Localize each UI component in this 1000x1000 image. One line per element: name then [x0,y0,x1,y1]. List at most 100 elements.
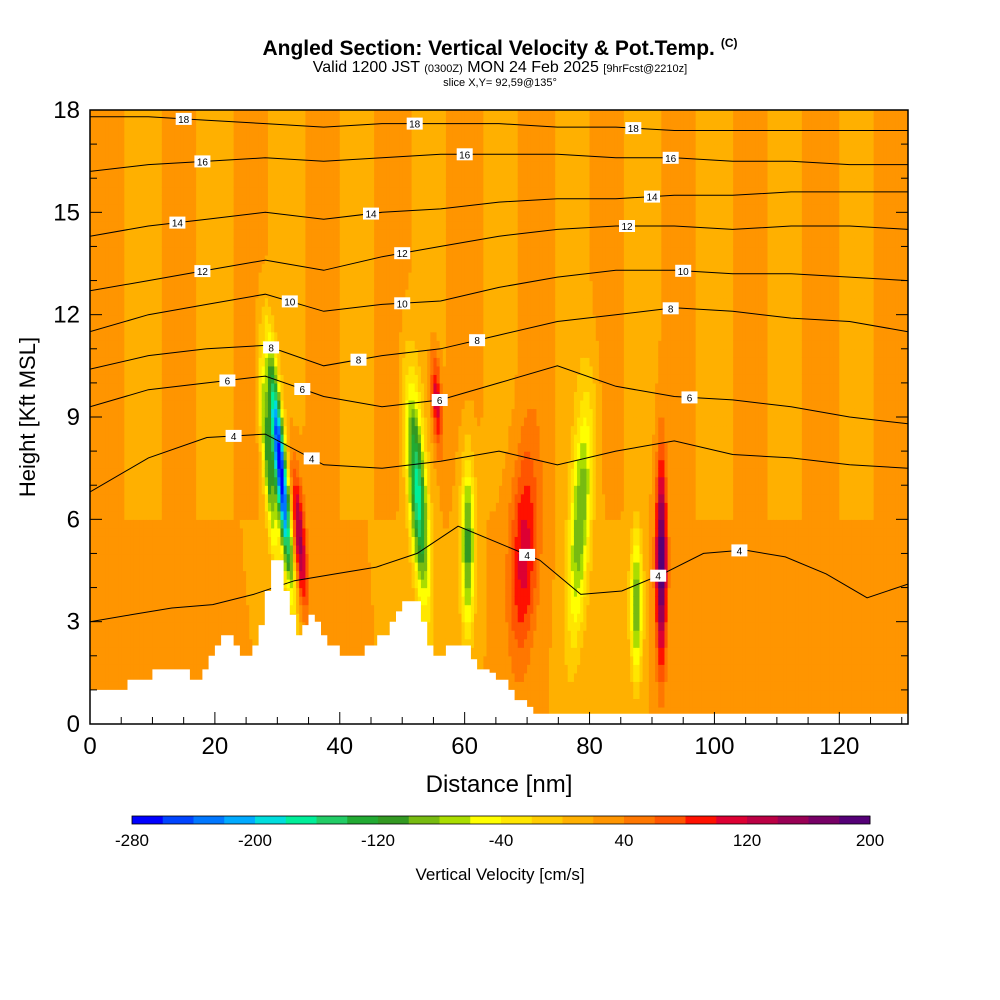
velocity-cell [118,178,122,188]
velocity-cell [90,186,94,196]
velocity-cell [168,340,172,350]
velocity-cell [189,229,194,239]
velocity-cell [202,638,207,648]
velocity-cell [99,348,104,358]
velocity-cell [230,118,235,128]
velocity-cell [218,237,222,248]
velocity-cell [249,544,253,555]
velocity-cell [283,144,288,154]
velocity-cell [296,442,300,452]
velocity-cell [249,391,253,401]
velocity-cell [177,297,182,307]
velocity-cell [214,144,219,154]
velocity-cell [174,323,179,333]
velocity-cell [221,502,225,512]
velocity-cell [121,536,125,546]
velocity-cell [133,579,138,589]
velocity-cell [161,135,166,145]
velocity-cell [102,169,107,179]
velocity-cell [124,254,129,265]
velocity-cell [164,544,169,555]
velocity-cell [168,647,172,657]
velocity-cell [161,289,166,299]
velocity-cell [239,519,244,529]
velocity-cell [283,519,288,529]
velocity-cell [158,382,163,393]
velocity-cell [183,331,188,341]
velocity-cell [221,323,225,333]
velocity-cell [155,485,160,495]
velocity-cell [136,246,141,256]
velocity-cell [274,502,278,512]
velocity-cell [224,127,228,137]
velocity-cell [108,135,113,145]
velocity-cell [224,399,228,410]
velocity-cell [139,638,144,648]
velocity-cell [102,630,107,640]
velocity-cell [221,621,225,631]
velocity-cell [139,144,144,154]
velocity-cell [189,382,194,393]
velocity-cell [277,434,282,444]
velocity-cell [211,502,216,512]
velocity-cell [271,442,275,452]
velocity-cell [239,468,244,478]
velocity-cell [139,263,144,273]
velocity-cell [211,485,216,495]
velocity-cell [255,638,260,648]
velocity-cell [155,655,160,665]
velocity-cell [161,246,166,256]
velocity-cell [146,229,150,239]
velocity-cell [158,365,163,375]
velocity-cell [114,408,119,418]
velocity-cell [99,254,104,265]
velocity-cell [239,476,244,486]
velocity-cell [255,203,260,213]
velocity-cell [102,297,107,307]
velocity-cell [221,408,225,418]
velocity-cell [261,391,266,401]
velocity-cell [208,357,213,367]
velocity-cell [139,613,144,623]
velocity-cell [133,434,138,444]
velocity-cell [292,587,297,597]
velocity-cell [242,502,247,512]
velocity-cell [224,118,228,128]
velocity-cell [193,502,197,512]
velocity-cell [255,519,260,529]
velocity-cell [183,553,188,563]
velocity-cell [189,135,194,145]
velocity-cell [236,289,241,299]
velocity-cell [158,621,163,631]
velocity-cell [99,561,104,572]
velocity-cell [171,382,175,393]
velocity-cell [105,382,110,393]
velocity-cell [183,212,188,222]
velocity-cell [93,203,97,213]
velocity-cell [186,579,191,589]
velocity-cell [96,246,100,256]
velocity-cell [164,613,169,623]
velocity-cell [258,442,263,452]
velocity-cell [124,638,129,648]
velocity-cell [118,587,122,597]
velocity-cell [102,203,107,213]
velocity-cell [152,553,157,563]
velocity-cell [299,135,303,145]
velocity-cell [168,391,172,401]
velocity-cell [299,502,303,512]
velocity-cell [164,664,169,674]
velocity-cell [230,527,235,537]
velocity-cell [164,434,169,444]
velocity-cell [208,544,213,555]
velocity-cell [246,246,250,256]
velocity-cell [108,459,113,469]
velocity-cell [292,169,297,179]
velocity-cell [174,561,179,572]
velocity-cell [267,485,272,495]
velocity-cell [296,570,300,580]
velocity-cell [283,203,288,213]
velocity-cell [218,613,222,623]
velocity-cell [211,263,216,273]
velocity-cell [105,246,110,256]
